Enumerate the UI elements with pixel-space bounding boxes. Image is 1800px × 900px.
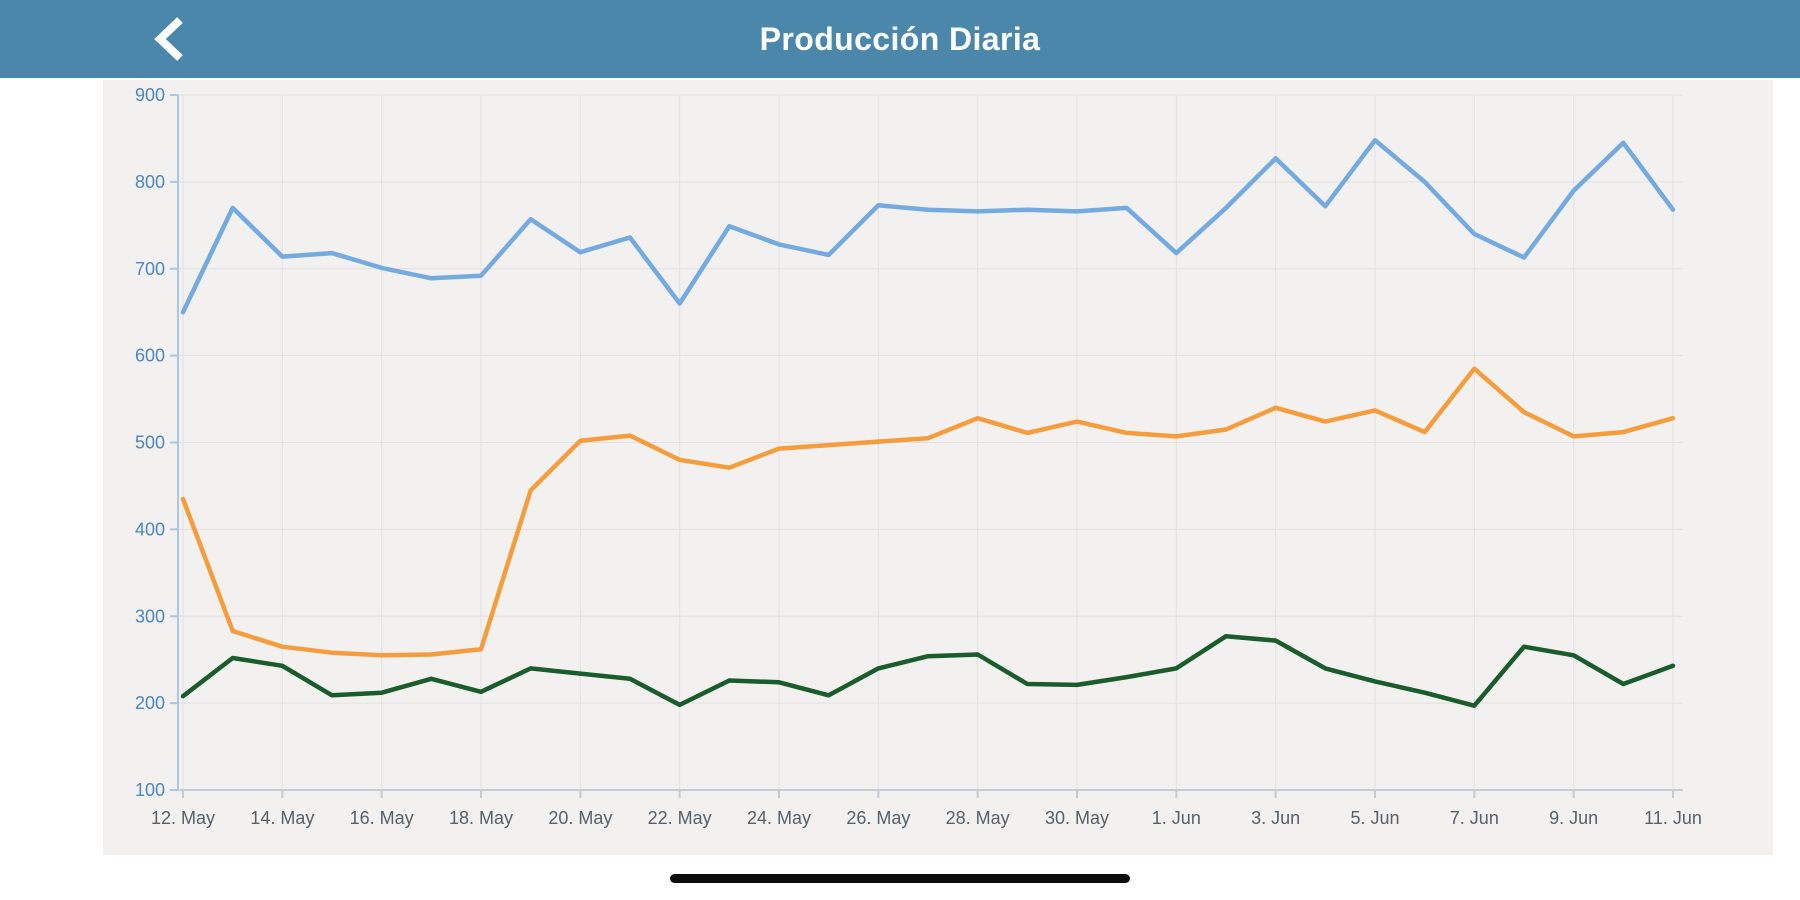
app-header: Producción Diaria [0,0,1800,78]
y-axis-label: 500 [135,433,165,453]
x-axis-label: 7. Jun [1450,808,1499,828]
x-axis-label: 16. May [350,808,414,828]
home-indicator[interactable] [670,874,1130,883]
x-axis-label: 3. Jun [1251,808,1300,828]
y-axis-label: 900 [135,85,165,105]
production-line-chart[interactable]: 100 200 300 400 500 600 700 800 900 12. May 14. Ma… [103,80,1773,855]
page-title: Producción Diaria [759,20,1041,57]
y-axis-label: 300 [135,606,165,626]
x-axis-label: 20. May [548,808,612,828]
x-axis-label: 28. May [946,808,1010,828]
y-axis-label: 800 [135,172,165,192]
y-axis-label: 700 [135,259,165,279]
x-axis-label: 12. May [151,808,215,828]
x-axis-label: 1. Jun [1152,808,1201,828]
x-axis-label: 9. Jun [1549,808,1598,828]
x-axis-label: 11. Jun [1644,808,1702,828]
x-axis-label: 14. May [250,808,314,828]
series-line-orange [180,366,1676,658]
x-axis-label: 18. May [449,808,513,828]
chart-canvas: 100 200 300 400 500 600 700 800 900 12. May 14. Ma… [103,80,1773,855]
series-line-green [180,633,1676,708]
x-axis-label: 24. May [747,808,811,828]
series-line-blue [180,137,1676,315]
x-axis-label: 5. Jun [1350,808,1399,828]
x-axis-label: 22. May [648,808,712,828]
x-axis-label: 26. May [846,808,910,828]
x-axis-label: 30. May [1045,808,1109,828]
chevron-left-icon [154,17,183,61]
y-axis-label: 600 [135,346,165,366]
y-axis-label: 100 [135,780,165,800]
y-axis-label: 200 [135,693,165,713]
back-button[interactable] [148,11,192,67]
y-axis-label: 400 [135,519,165,539]
